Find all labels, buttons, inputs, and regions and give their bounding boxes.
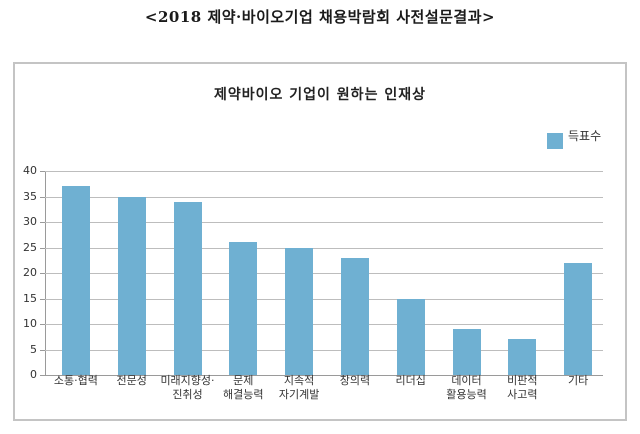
legend-swatch xyxy=(547,133,563,149)
x-tick-label: 미래지향성· 진취성 xyxy=(160,374,215,401)
x-tick-label: 리더십 xyxy=(395,374,426,387)
bar xyxy=(285,247,314,375)
x-tick-label: 문제 해결능력 xyxy=(223,374,264,401)
y-tick-label: 35 xyxy=(23,189,37,203)
y-tick xyxy=(40,273,45,274)
chart-frame: 제약바이오 기업이 원하는 인재상 득표수 소통·협력 전문성 미래지향성· 진취성… xyxy=(13,62,627,421)
y-tick xyxy=(40,222,45,223)
y-tick xyxy=(40,171,45,172)
legend-label: 득표수 xyxy=(568,129,602,143)
y-tick-label: 10 xyxy=(23,317,37,330)
bar xyxy=(452,329,481,375)
gridline xyxy=(45,247,603,249)
y-tick xyxy=(40,247,45,249)
gridline xyxy=(45,273,603,274)
plot-area xyxy=(40,171,603,376)
x-tick-label: 비판적 사고력 xyxy=(507,374,538,401)
y-tick-label: 30 xyxy=(23,215,37,228)
gridline xyxy=(45,196,603,198)
y-tick xyxy=(40,196,45,198)
y-tick-label: 0 xyxy=(30,368,37,381)
y-tick-label: 15 xyxy=(23,291,37,305)
y-tick xyxy=(40,375,45,376)
gridline xyxy=(45,222,603,223)
bar xyxy=(340,257,369,375)
x-tick-label: 소통·협력 xyxy=(53,374,98,387)
bar xyxy=(229,242,258,375)
bar xyxy=(564,262,593,375)
page-title: <2018 제약·바이오기업 채용박람회 사전설문결과> xyxy=(144,8,496,26)
gridline xyxy=(45,298,603,300)
bar xyxy=(173,201,202,375)
bar xyxy=(396,298,425,375)
legend: 득표수 xyxy=(547,127,601,149)
y-tick-label: 20 xyxy=(23,266,37,279)
bar xyxy=(61,186,90,375)
bar xyxy=(508,339,537,375)
gridline xyxy=(45,171,603,172)
x-tick-label: 데이터 활용능력 xyxy=(446,374,487,401)
x-tick-label: 창의력 xyxy=(339,374,371,387)
gridline xyxy=(45,349,603,351)
gridline xyxy=(45,375,603,376)
gridline xyxy=(45,324,603,325)
y-tick xyxy=(40,298,45,300)
chart-title: 제약바이오 기업이 원하는 인재상 xyxy=(214,87,426,103)
y-tick-label: 40 xyxy=(23,164,37,177)
y-tick xyxy=(40,349,45,351)
y-tick-label: 25 xyxy=(23,240,37,254)
bar xyxy=(117,196,146,375)
x-tick-label: 기타 xyxy=(567,374,589,387)
y-tick-label: 5 xyxy=(30,342,37,356)
x-tick-label: 지속적 자기계발 xyxy=(278,374,320,401)
y-tick xyxy=(40,324,45,325)
x-tick-label: 전문성 xyxy=(116,374,147,387)
